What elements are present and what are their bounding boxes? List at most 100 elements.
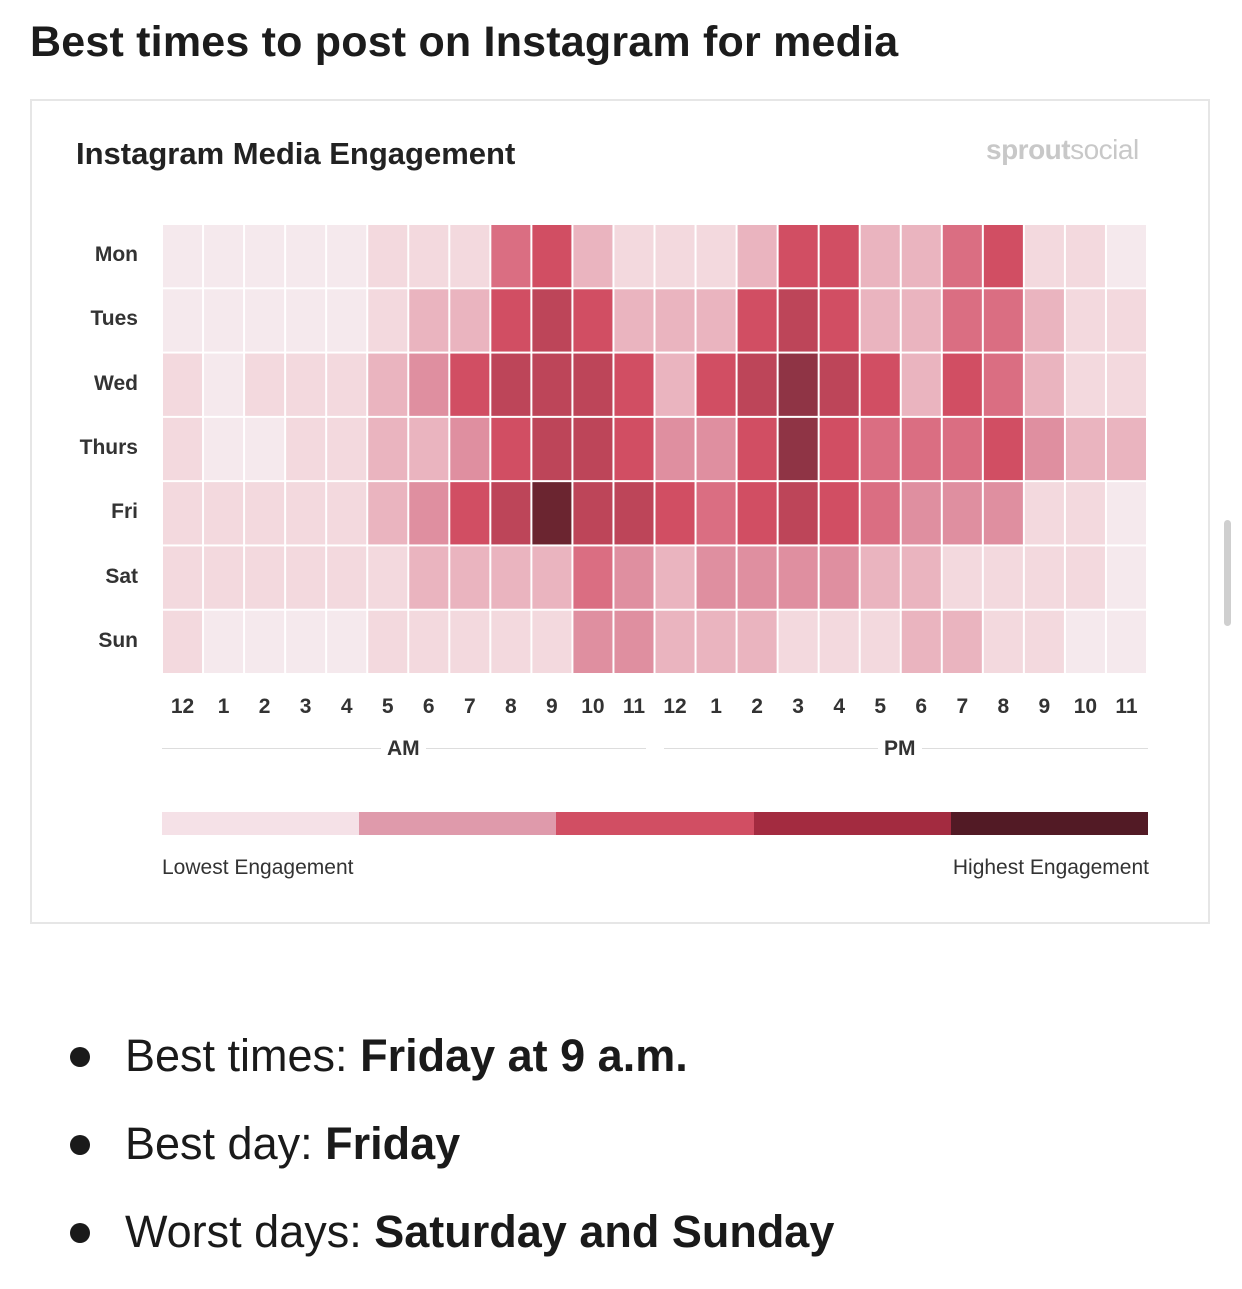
heatmap-cell [860, 610, 900, 673]
heatmap-cell [1024, 546, 1064, 609]
heatmap-cell [1106, 225, 1146, 288]
heatmap-cell [655, 610, 695, 673]
heatmap-cell [204, 610, 244, 673]
heatmap-cell [245, 610, 285, 673]
heatmap-cell [532, 225, 572, 288]
heatmap-cell [1106, 610, 1146, 673]
legend-swatch [950, 812, 1148, 835]
heatmap-cell [368, 546, 408, 609]
heatmap-cell [573, 482, 613, 545]
heatmap-cell [1065, 289, 1105, 352]
row-label: Wed [94, 371, 138, 395]
heatmap-cell [614, 289, 654, 352]
heatmap-cell [573, 417, 613, 481]
hour-tick-label: 11 [622, 695, 646, 718]
heatmap-cell [1106, 482, 1146, 545]
heatmap-cell [204, 353, 244, 416]
heatmap-cell [204, 417, 244, 481]
item-label: Best day: [125, 1118, 326, 1169]
heatmap-cell [819, 417, 859, 481]
heatmap-cell [1065, 353, 1105, 416]
heatmap-cell [368, 610, 408, 673]
heatmap-cell [737, 546, 777, 609]
list-item: Best day: Friday [70, 1113, 834, 1201]
heatmap-cell [450, 482, 490, 545]
heatmap-cell [1065, 546, 1105, 609]
pm-label: PM [878, 737, 922, 761]
hour-tick-label: 11 [1115, 695, 1138, 718]
list-item: Best times: Friday at 9 a.m. [70, 1025, 834, 1113]
bullet-icon [70, 1135, 90, 1155]
row-label: Sat [105, 564, 138, 588]
heatmap-cell [614, 482, 654, 545]
heatmap-cell [696, 482, 736, 545]
heatmap-cell [983, 610, 1023, 673]
heatmap-cell [860, 353, 900, 416]
heatmap-cell [163, 417, 203, 481]
hour-tick-label: 5 [381, 695, 394, 718]
row-label: Sun [98, 628, 138, 652]
legend-high-label: Highest Engagement [952, 856, 1149, 879]
chart-card [30, 99, 1210, 924]
hour-tick-label: 2 [751, 695, 763, 718]
heatmap-cell [1024, 417, 1064, 481]
heatmap-cell [983, 482, 1023, 545]
heatmap-cell [163, 482, 203, 545]
heatmap-cell [655, 417, 695, 481]
hour-tick-label: 6 [915, 695, 928, 718]
heatmap-cell [778, 610, 818, 673]
heatmap-cell [204, 546, 244, 609]
heatmap-cell [327, 546, 367, 609]
heatmap-cell [901, 353, 941, 416]
heatmap-cell [983, 353, 1023, 416]
heatmap-cell [1024, 610, 1064, 673]
chart-title: Instagram Media Engagement [76, 136, 516, 171]
heatmap-cell [532, 482, 572, 545]
heatmap-cell [1106, 289, 1146, 352]
heatmap-cell [778, 546, 818, 609]
heatmap-cell [778, 225, 818, 288]
heatmap-cell [860, 482, 900, 545]
heatmap-cell [409, 482, 449, 545]
hour-tick-label: 10 [581, 695, 605, 718]
heatmap-cell [491, 482, 531, 545]
heatmap-cell [901, 289, 941, 352]
heatmap-cell [737, 289, 777, 352]
heatmap-cell [737, 417, 777, 481]
item-label: Worst days: [125, 1206, 375, 1257]
heatmap-cell [368, 289, 408, 352]
heatmap-cell [409, 289, 449, 352]
heatmap-cell [942, 610, 982, 673]
heatmap-cell [245, 482, 285, 545]
heatmap-cell [368, 225, 408, 288]
heatmap-cell [778, 289, 818, 352]
heatmap-cell [450, 546, 490, 609]
heatmap-cell [860, 417, 900, 481]
heatmap-cell [860, 546, 900, 609]
heatmap-cell [491, 353, 531, 416]
heatmap-cell [983, 289, 1023, 352]
heatmap-cell [163, 546, 203, 609]
heatmap-cell [1106, 353, 1146, 416]
scrollbar[interactable] [1224, 520, 1231, 626]
heatmap-cell [491, 289, 531, 352]
hour-tick-label: 4 [340, 695, 353, 718]
row-label: Fri [111, 500, 138, 524]
heatmap-cell [614, 417, 654, 481]
legend-swatch [556, 812, 754, 835]
heatmap-cell [860, 225, 900, 288]
heatmap-cell [286, 417, 326, 481]
hour-tick-label: 6 [422, 695, 435, 718]
heatmap-cell [368, 482, 408, 545]
hour-tick-label: 9 [546, 695, 558, 718]
heatmap-cell [491, 546, 531, 609]
heatmap-cell [573, 610, 613, 673]
heatmap-cell [163, 225, 203, 288]
heatmap-cell [983, 546, 1023, 609]
heatmap-cell [532, 353, 572, 416]
bullet-icon [70, 1223, 90, 1243]
hour-tick-label: 8 [504, 695, 517, 718]
heatmap-cell [614, 353, 654, 416]
heatmap-cell [573, 546, 613, 609]
legend-swatch [753, 812, 951, 835]
